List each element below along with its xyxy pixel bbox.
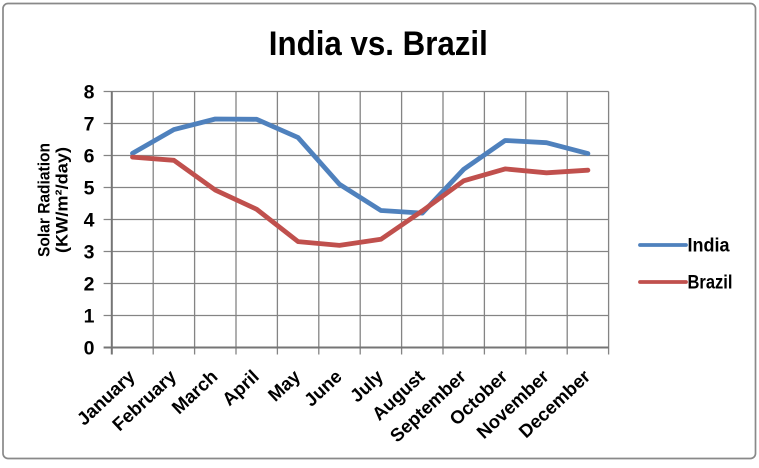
svg-text:India vs. Brazil: India vs. Brazil	[269, 25, 488, 63]
svg-text:2: 2	[84, 274, 95, 296]
svg-text:3: 3	[84, 242, 95, 264]
svg-text:7: 7	[84, 114, 95, 136]
svg-text:India: India	[688, 235, 730, 257]
svg-text:0: 0	[84, 338, 95, 360]
svg-text:Brazil: Brazil	[688, 272, 733, 294]
svg-text:(KW/m²/day): (KW/m²/day)	[53, 147, 72, 253]
svg-text:1: 1	[84, 306, 95, 328]
svg-text:5: 5	[84, 178, 95, 200]
svg-text:8: 8	[84, 82, 95, 104]
svg-text:6: 6	[84, 146, 95, 168]
svg-text:4: 4	[84, 210, 95, 232]
svg-text:Solar Radiation: Solar Radiation	[35, 143, 54, 257]
